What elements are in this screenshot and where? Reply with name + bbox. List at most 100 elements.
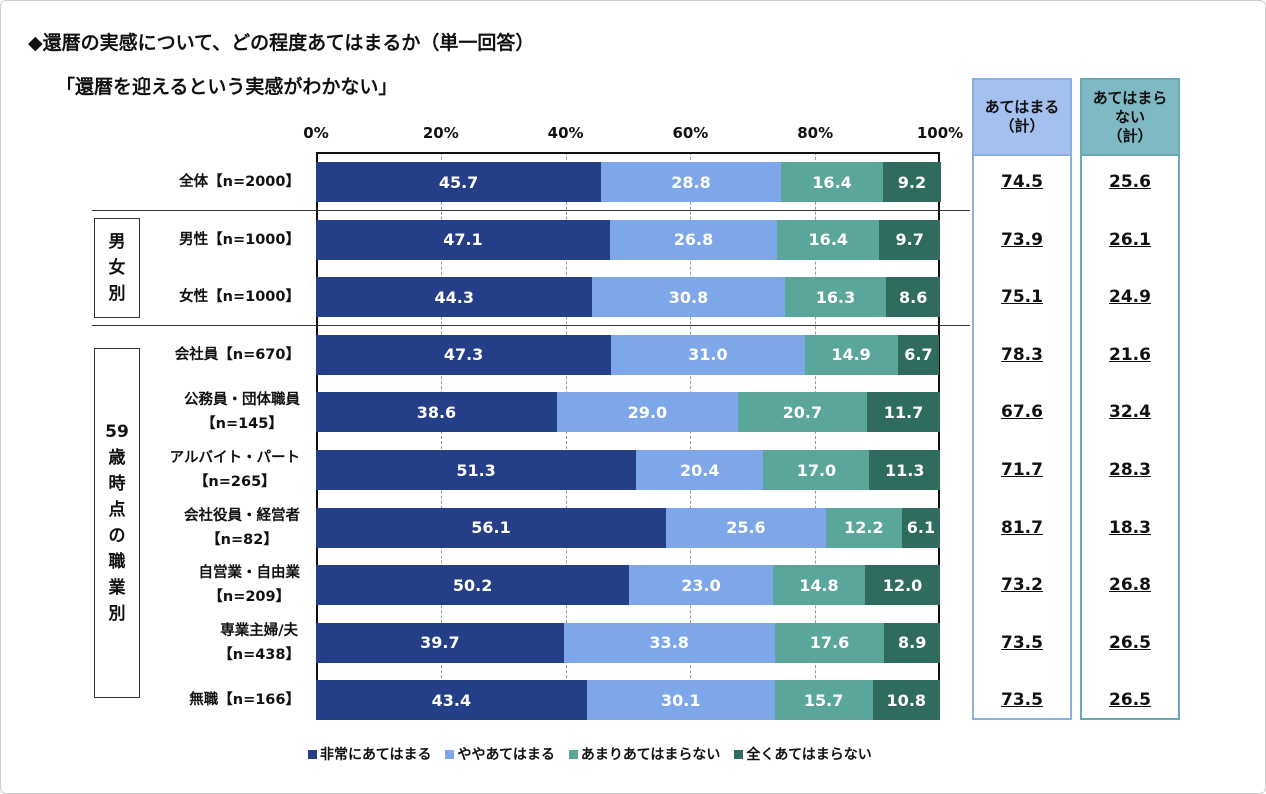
bar-segment: 47.3 — [316, 334, 612, 375]
bar-segment: 31.0 — [611, 334, 805, 375]
bar-segment: 43.4 — [316, 680, 587, 721]
row-label-line: アルバイト・パート — [169, 450, 300, 466]
sum-no-value: 26.1 — [1109, 229, 1151, 250]
row-label-line: 女性【n=1000】 — [179, 289, 300, 306]
legend-swatch — [308, 749, 317, 759]
bar-segment: 16.3 — [784, 277, 887, 318]
bar-segment: 20.7 — [737, 392, 867, 433]
legend-item: 非常にあてはまる — [308, 744, 431, 764]
bar-segment: 30.1 — [586, 680, 775, 721]
sum-yes-value: 75.1 — [1001, 287, 1043, 308]
row-label: 全体【n=2000】 — [179, 170, 300, 194]
group-label-char: 男 — [108, 232, 126, 252]
sum-yes-value: 78.3 — [1001, 344, 1043, 365]
bar-segment: 17.0 — [763, 450, 870, 490]
legend-label: ややあてはまる — [457, 747, 555, 763]
bar-segment: 38.6 — [316, 392, 557, 433]
sum-no-value: 26.5 — [1109, 632, 1151, 653]
bar-segment: 33.8 — [563, 622, 775, 663]
x-tick-label: 20% — [422, 124, 459, 142]
bar-segment: 16.4 — [777, 219, 880, 260]
summary-header-line: （計） — [999, 117, 1045, 135]
bar-segment: 39.7 — [316, 622, 564, 663]
bar-segment: 9.7 — [879, 219, 940, 260]
bar-segment: 6.1 — [901, 507, 940, 548]
group-label-char: 女 — [108, 258, 126, 278]
row-label-line: 専業主婦/夫 — [220, 622, 299, 639]
row-label: 公務員・団体職員 【n=145】 — [184, 388, 300, 436]
summary-header-line: あてはまる — [984, 98, 1060, 116]
sum-no-value: 28.3 — [1109, 460, 1151, 480]
bar-segment: 17.6 — [774, 622, 885, 663]
row-label: 男性【n=1000】 — [179, 228, 300, 252]
x-tick-label: 60% — [672, 124, 709, 142]
legend-swatch — [734, 749, 744, 759]
summary-column-header: あてはまら ない （計） — [1080, 78, 1180, 156]
gridline — [440, 152, 442, 718]
summary-header-text: あてはまる （計） — [985, 98, 1059, 136]
sum-no-value: 21.6 — [1109, 344, 1151, 365]
bar-segment: 56.1 — [316, 507, 667, 548]
bar-segment: 6.7 — [897, 334, 940, 375]
group-label-box: 59 歳時点の職業別 — [94, 348, 140, 698]
summary-header-line: あてはまら — [1092, 88, 1168, 107]
bar-segment: 16.4 — [780, 162, 884, 202]
row-label-line: 【n=209】 — [208, 589, 291, 606]
row-label-line: 公務員・団体職員 — [184, 392, 300, 409]
row-label: アルバイト・パート 【n=265】 — [170, 446, 300, 494]
summary-column-header: あてはまる （計） — [972, 78, 1072, 156]
gridline — [815, 152, 817, 718]
row-label: 会社役員・経営者 【n=82】 — [184, 504, 300, 552]
group-label-box: 男女別 — [94, 218, 140, 318]
row-label-line: 【n=82】 — [206, 531, 278, 548]
legend-swatch — [445, 749, 455, 759]
row-label-line: 男性【n=1000】 — [179, 231, 300, 248]
x-tick-label: 100% — [916, 124, 964, 142]
row-label-line: 会社役員・経営者 — [184, 507, 300, 524]
gridline — [565, 152, 567, 718]
x-tick-label: 80% — [797, 124, 834, 142]
sum-yes-value: 73.9 — [1001, 229, 1043, 250]
bar-segment: 50.2 — [316, 565, 630, 606]
sum-yes-value: 73.5 — [1001, 690, 1043, 711]
bar-segment: 30.8 — [592, 277, 785, 318]
group-label-char: の — [108, 526, 126, 546]
sum-no-value: 32.4 — [1109, 402, 1151, 423]
sum-yes-value: 71.7 — [1001, 460, 1043, 480]
row-label: 自営業・自由業 【n=209】 — [199, 561, 301, 609]
legend: 非常にあてはまる ややあてはまる あまりあてはまらない 全くあてはまらない — [308, 744, 872, 764]
legend-label: 非常にあてはまる — [320, 747, 432, 763]
gridline — [690, 152, 692, 718]
row-label-line: 【n=265】 — [193, 474, 276, 490]
row-label-line: 全体【n=2000】 — [179, 174, 300, 190]
bar-segment: 51.3 — [316, 450, 637, 490]
bar-segment: 14.8 — [772, 565, 866, 606]
row-label: 無職【n=166】 — [189, 688, 300, 712]
row-label-line: 会社員【n=670】 — [174, 346, 300, 363]
bar-segment: 10.8 — [872, 680, 940, 721]
group-label-char: 別 — [108, 284, 126, 304]
row-label-line: 【n=438】 — [218, 646, 300, 663]
bar-segment: 29.0 — [556, 392, 738, 433]
bar-segment: 11.3 — [869, 450, 940, 490]
bar-segment: 45.7 — [316, 162, 602, 202]
bar-segment: 8.9 — [884, 622, 940, 663]
row-label-line: 無職【n=166】 — [189, 692, 300, 709]
sum-yes-value: 73.2 — [1001, 575, 1043, 596]
group-separator — [92, 325, 970, 326]
sum-yes-value: 73.5 — [1001, 632, 1043, 653]
x-tick-label: 0% — [303, 124, 329, 142]
sum-no-value: 18.3 — [1109, 517, 1151, 538]
group-label-char: 歳 — [108, 448, 126, 468]
bar-segment: 12.0 — [865, 565, 940, 606]
bar-segment: 14.9 — [804, 334, 898, 375]
bar-segment: 12.2 — [825, 507, 902, 548]
bar-segment: 47.1 — [316, 219, 610, 260]
group-separator — [92, 210, 970, 211]
bar-segment: 20.4 — [636, 450, 764, 490]
bar-segment: 8.6 — [886, 277, 940, 318]
group-label-char: 59 — [105, 422, 129, 442]
row-label-line: 【n=145】 — [201, 416, 283, 433]
chart-title: ◆還暦の実感について、どの程度あてはまるか（単一回答） — [28, 32, 535, 54]
bar-segment: 25.6 — [666, 507, 826, 548]
